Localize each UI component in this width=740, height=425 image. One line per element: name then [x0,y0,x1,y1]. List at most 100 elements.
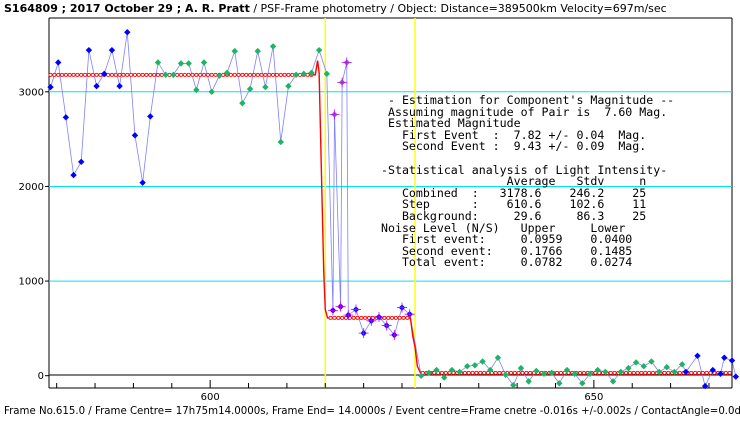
model-marker [482,370,487,375]
event-lines-layer [324,18,416,388]
data-point-green [617,368,624,376]
model-marker [708,370,713,375]
data-point-green [200,59,208,66]
model-marker [79,72,84,77]
model-marker [643,370,648,375]
model-marker [355,315,360,320]
stats-line: Total event: 0.0782 0.0274 [401,255,633,270]
data-point-blue [732,373,740,380]
model-marker [117,72,122,77]
stats-line: - Estimation for Component's Magnitude -… [387,93,675,107]
stats-line: Step : 610.6 102.6 11 [401,197,647,212]
grid-layer [49,91,732,282]
model-marker [244,72,249,77]
model-marker [593,370,598,375]
model-marker [255,72,260,77]
step-error-marker [335,301,346,312]
model-marker [723,370,728,375]
data-point-green [425,369,433,377]
step-error-marker [350,304,361,315]
data-point-green [648,358,655,365]
model-marker [71,72,76,77]
model-marker [397,315,402,320]
model-marker [704,370,709,375]
model-marker [94,72,99,77]
step-error-marker [337,77,348,88]
data-point-green [239,99,246,107]
data-point-blue [93,82,100,90]
data-point-blue [728,357,736,364]
data-point-green [246,85,254,93]
model-marker [129,72,134,77]
data-point-blue [116,82,123,90]
model-marker [627,370,632,375]
model-marker [528,370,533,375]
model-marker [113,72,118,77]
model-marker [155,72,160,77]
data-point-blue [131,132,139,139]
model-marker [508,370,513,375]
data-point-green [315,46,323,54]
data-point-green [456,368,463,376]
data-point-blue [108,46,116,54]
model-marker [202,72,207,77]
data-point-green [625,364,632,372]
model-marker [343,315,348,320]
data-point-blue [717,370,724,378]
model-marker [401,315,406,320]
stats-line: Background: 29.6 86.3 25 [401,208,647,223]
data-point-green [185,60,192,67]
model-marker [474,370,479,375]
data-point-green [548,369,555,377]
data-point-blue [101,70,108,78]
data-point-green [556,380,563,387]
model-marker [274,72,279,77]
data-point-green [308,69,315,77]
data-point-green [193,86,200,94]
model-marker [198,72,203,77]
data-point-green [269,43,277,50]
model-marker [190,72,195,77]
model-marker [624,370,629,375]
axis-ticks-layer: 0 1000 2000 3000 600 650 [19,87,710,403]
model-marker [608,370,613,375]
data-point-blue [55,59,62,66]
model-marker [693,370,698,375]
model-marker [639,370,644,375]
model-marker [267,72,272,77]
model-marker [48,72,53,77]
model-marker [520,370,525,375]
model-marker [132,72,137,77]
model-step-curve [49,60,732,374]
data-point-green [671,368,678,376]
model-marker [90,72,95,77]
model-marker [581,370,586,375]
model-marker [109,72,114,77]
step-error-marker [373,312,384,323]
model-marker [271,72,276,77]
data-point-green [223,69,231,77]
y-tick-label: 1000 [19,277,44,288]
step-error-marker [404,309,415,320]
data-point-blue [147,113,154,120]
model-marker [236,72,241,77]
data-point-green [162,71,169,78]
model-marker [240,72,245,77]
y-tick-label: 0 [38,371,44,382]
model-marker [278,72,283,77]
data-point-green [441,374,448,381]
model-marker [612,370,617,375]
model-marker [666,370,671,375]
model-marker [439,370,444,375]
model-marker [75,72,80,77]
model-marker [390,315,395,320]
model-marker [152,72,157,77]
chart-header-id: S164809 ; 2017 October 29 ; A. R. Pratt [4,2,250,15]
model-marker [106,72,111,77]
model-marker [363,315,368,320]
data-point-blue [85,46,93,54]
model-marker [328,315,333,320]
model-marker [98,72,103,77]
model-marker [52,72,57,77]
